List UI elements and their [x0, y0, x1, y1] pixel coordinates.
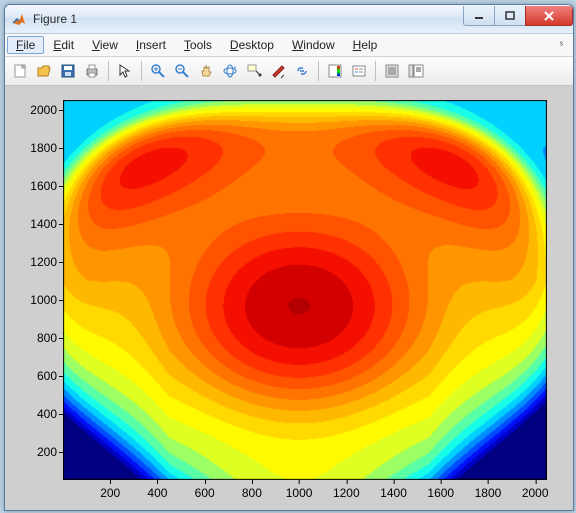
menu-tools[interactable]: Tools: [175, 36, 221, 54]
data-cursor-button[interactable]: [243, 60, 265, 82]
menu-file[interactable]: File: [7, 36, 44, 54]
save-button[interactable]: [57, 60, 79, 82]
insert-colorbar-button[interactable]: [324, 60, 346, 82]
pan-button[interactable]: [195, 60, 217, 82]
link-button[interactable]: [291, 60, 313, 82]
x-tick-label: 1400: [380, 486, 407, 500]
minimize-button[interactable]: [463, 6, 495, 26]
y-tick-label: 400: [17, 407, 57, 421]
axes: 200400600800100012001400160018002000 200…: [63, 100, 547, 480]
toolbar-separator: [375, 61, 376, 81]
menu-view[interactable]: View: [83, 36, 127, 54]
menu-edit[interactable]: Edit: [44, 36, 83, 54]
matlab-icon: [11, 11, 27, 27]
menu-desktop[interactable]: Desktop: [221, 36, 283, 54]
x-tick-label: 2000: [522, 486, 549, 500]
close-button[interactable]: [525, 6, 573, 26]
y-tick-label: 1200: [17, 255, 57, 269]
y-tick-label: 1400: [17, 217, 57, 231]
menubar: File Edit View Insert Tools Desktop Wind…: [5, 34, 573, 57]
x-tick-label: 1200: [333, 486, 360, 500]
open-button[interactable]: [33, 60, 55, 82]
new-figure-button[interactable]: [9, 60, 31, 82]
menu-overflow-icon[interactable]: ˢ: [560, 40, 571, 51]
figure-window: Figure 1 File Edit View Insert Tools Des…: [4, 4, 574, 511]
toolbar-separator: [108, 61, 109, 81]
y-tick-label: 800: [17, 331, 57, 345]
y-tick-label: 2000: [17, 103, 57, 117]
show-plot-tools-button[interactable]: [405, 60, 427, 82]
hide-plot-tools-button[interactable]: [381, 60, 403, 82]
figure-canvas[interactable]: 200 400 600 800 1000 1200 1400 1600 1800 2000 200…: [5, 86, 573, 510]
y-tick-label: 1800: [17, 141, 57, 155]
toolbar-separator: [318, 61, 319, 81]
insert-legend-button[interactable]: [348, 60, 370, 82]
titlebar[interactable]: Figure 1: [5, 5, 573, 34]
y-tick-label: 1600: [17, 179, 57, 193]
menu-help[interactable]: Help: [344, 36, 387, 54]
zoom-out-button[interactable]: [171, 60, 193, 82]
zoom-in-button[interactable]: [147, 60, 169, 82]
y-tick-label: 1000: [17, 293, 57, 307]
print-button[interactable]: [81, 60, 103, 82]
window-controls: [464, 6, 573, 26]
edit-plot-button[interactable]: [114, 60, 136, 82]
heatmap-plot: [63, 100, 547, 480]
toolbar-separator: [141, 61, 142, 81]
maximize-button[interactable]: [494, 6, 526, 26]
menu-insert[interactable]: Insert: [127, 36, 175, 54]
x-tick-label: 800: [242, 486, 262, 500]
window-title: Figure 1: [33, 12, 77, 26]
x-tick-label: 200: [100, 486, 120, 500]
toolbar: [5, 57, 573, 86]
x-tick-label: 1600: [427, 486, 454, 500]
rotate-3d-button[interactable]: [219, 60, 241, 82]
x-tick-label: 400: [147, 486, 167, 500]
brush-button[interactable]: [267, 60, 289, 82]
menu-window[interactable]: Window: [283, 36, 344, 54]
y-tick-label: 200: [17, 445, 57, 459]
y-tick-label: 600: [17, 369, 57, 383]
x-tick-label: 600: [195, 486, 215, 500]
x-tick-label: 1800: [475, 486, 502, 500]
x-tick-label: 1000: [286, 486, 313, 500]
